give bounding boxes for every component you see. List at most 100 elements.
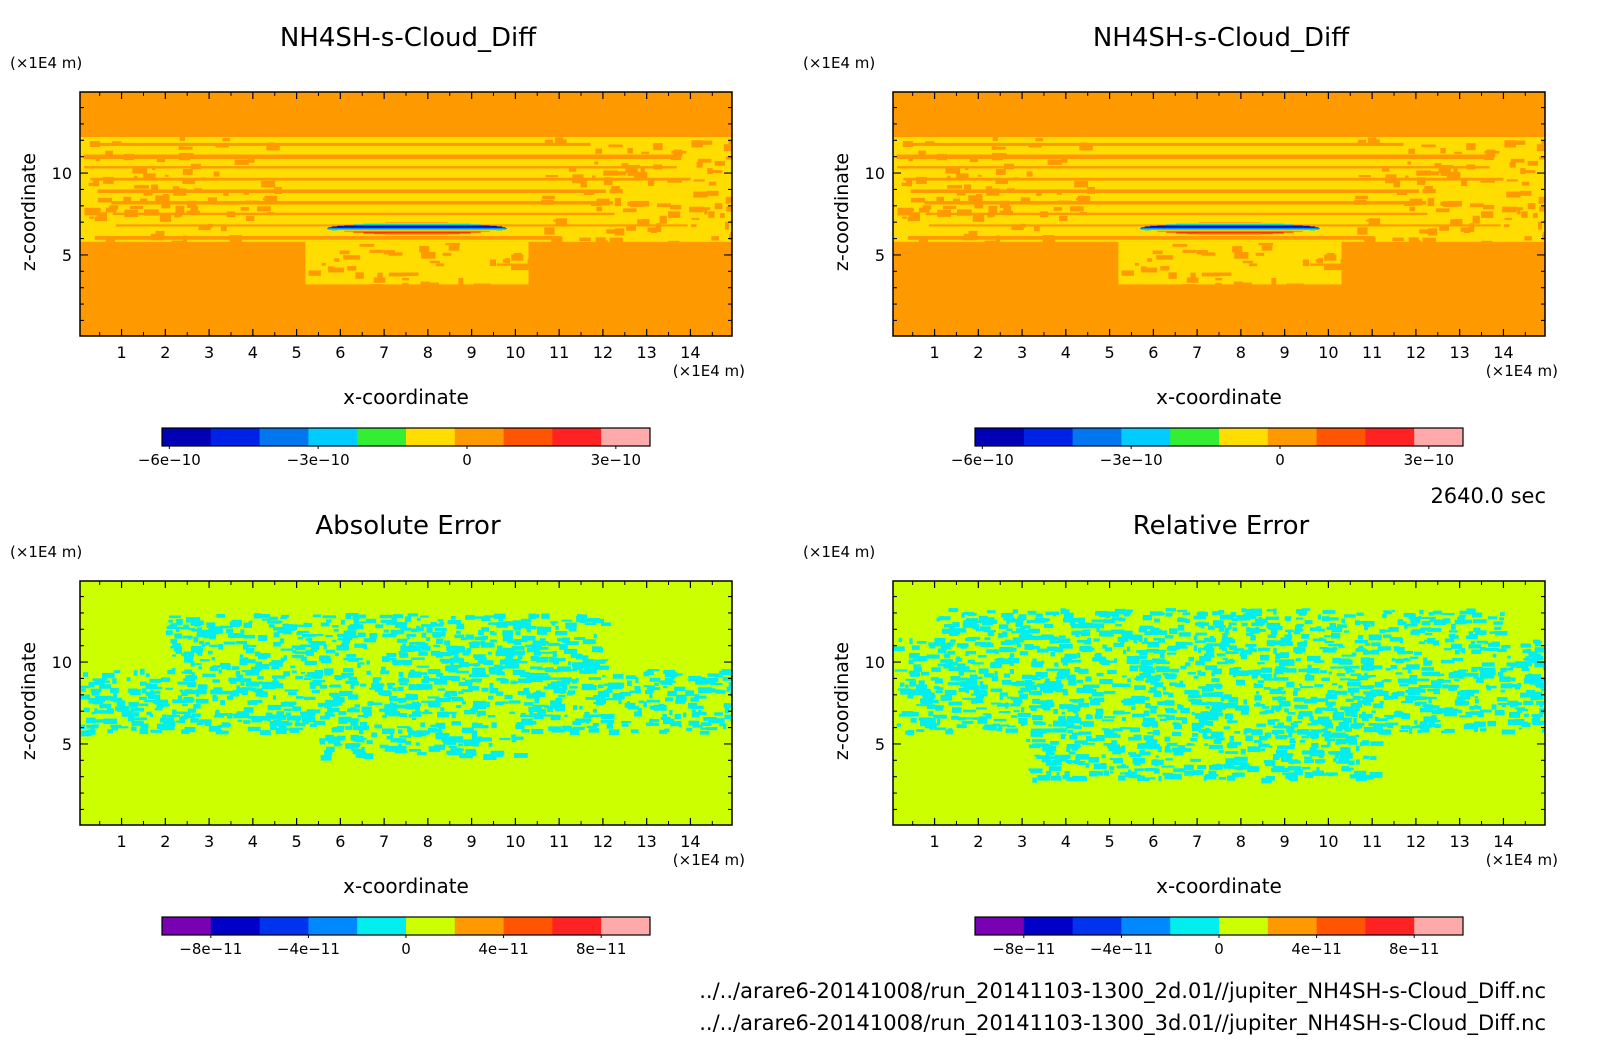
noise-speck: [483, 754, 497, 761]
noise-speck: [1280, 637, 1289, 643]
noise-speck: [1273, 648, 1277, 654]
noise-speck: [1067, 730, 1073, 734]
band-texture: [124, 209, 139, 217]
noise-speck: [1466, 635, 1478, 640]
band-texture: [105, 150, 113, 157]
noise-speck: [1473, 676, 1480, 679]
noise-speck: [324, 668, 334, 675]
band-texture: [625, 165, 633, 174]
noise-speck: [922, 688, 930, 691]
noise-speck: [169, 615, 181, 619]
noise-speck: [1040, 675, 1045, 679]
noise-speck: [394, 704, 407, 709]
noise-speck: [531, 643, 542, 650]
noise-speck: [595, 665, 609, 670]
band-texture: [729, 234, 732, 241]
band-texture: [614, 228, 625, 236]
noise-speck: [1540, 677, 1545, 682]
noise-speck: [1355, 705, 1360, 712]
noise-speck: [1229, 645, 1237, 650]
noise-speck: [926, 718, 936, 723]
x-tick-label: 13: [636, 832, 656, 851]
noise-speck: [333, 740, 341, 747]
band-texture: [936, 196, 945, 203]
noise-speck: [456, 630, 461, 634]
noise-speck: [304, 674, 309, 677]
noise-speck: [202, 673, 216, 678]
noise-speck: [146, 683, 158, 690]
noise-speck: [438, 730, 443, 734]
noise-speck: [1193, 645, 1197, 652]
noise-speck: [513, 736, 524, 741]
noise-speck: [614, 682, 624, 688]
noise-speck: [1204, 665, 1218, 671]
colorbar-tick-label: 0: [1275, 451, 1285, 469]
noise-speck: [1168, 628, 1178, 635]
colorbar-swatch: [1121, 917, 1171, 935]
noise-speck: [1474, 696, 1478, 699]
noise-speck: [304, 623, 313, 628]
noise-speck: [1526, 649, 1531, 654]
noise-speck: [260, 664, 270, 670]
noise-speck: [1236, 615, 1247, 620]
x-tick-label: 5: [1105, 832, 1115, 851]
noise-speck: [1300, 686, 1314, 689]
noise-speck: [1408, 679, 1417, 685]
noise-speck: [1213, 620, 1224, 626]
noise-speck: [1364, 675, 1371, 679]
noise-speck: [1469, 711, 1484, 714]
band-texture: [714, 203, 723, 210]
noise-speck: [283, 708, 292, 711]
noise-speck: [1424, 639, 1433, 643]
noise-speck: [1206, 648, 1215, 654]
noise-speck: [898, 713, 913, 717]
noise-speck: [275, 728, 287, 734]
band-texture: [1461, 180, 1468, 186]
plume-texture: [442, 252, 452, 256]
heatmap-region-noise-band: [80, 668, 732, 737]
noise-speck: [1288, 768, 1298, 771]
band-texture: [1450, 219, 1457, 227]
noise-speck: [220, 625, 233, 629]
noise-speck: [241, 687, 253, 691]
noise-speck: [1518, 727, 1523, 730]
noise-speck: [915, 684, 927, 690]
noise-speck: [536, 656, 549, 663]
noise-speck: [600, 713, 615, 720]
band-texture: [207, 197, 217, 204]
noise-speck: [917, 641, 927, 644]
x-tick-label: 13: [1449, 343, 1469, 362]
noise-speck: [1254, 695, 1262, 701]
noise-speck: [1317, 628, 1324, 632]
noise-speck: [488, 622, 499, 625]
noise-speck: [1363, 755, 1370, 759]
noise-speck: [1261, 777, 1272, 784]
noise-speck: [345, 613, 359, 616]
noise-speck: [154, 690, 161, 694]
noise-speck: [1082, 742, 1095, 745]
noise-speck: [285, 712, 292, 718]
y-axis-label: z-coordinate: [831, 153, 853, 271]
noise-speck: [544, 704, 549, 709]
noise-speck: [330, 714, 336, 717]
noise-speck: [1112, 747, 1126, 753]
noise-speck: [951, 707, 962, 713]
noise-speck: [324, 673, 332, 676]
plume-texture: [1121, 270, 1134, 276]
noise-speck: [1401, 700, 1414, 704]
band-texture: [1059, 215, 1068, 221]
noise-speck: [1228, 624, 1232, 629]
noise-speck: [965, 618, 979, 624]
band-texture: [568, 166, 577, 172]
noise-speck: [1241, 622, 1248, 627]
band-texture: [94, 216, 108, 222]
noise-speck: [1324, 640, 1335, 644]
noise-speck: [394, 622, 408, 625]
noise-speck: [455, 696, 463, 700]
noise-speck: [1205, 727, 1210, 730]
band-texture: [627, 148, 633, 154]
band-texture: [134, 175, 138, 181]
noise-speck: [1286, 728, 1291, 733]
colorbar-swatch: [503, 428, 553, 446]
noise-speck: [415, 742, 420, 746]
